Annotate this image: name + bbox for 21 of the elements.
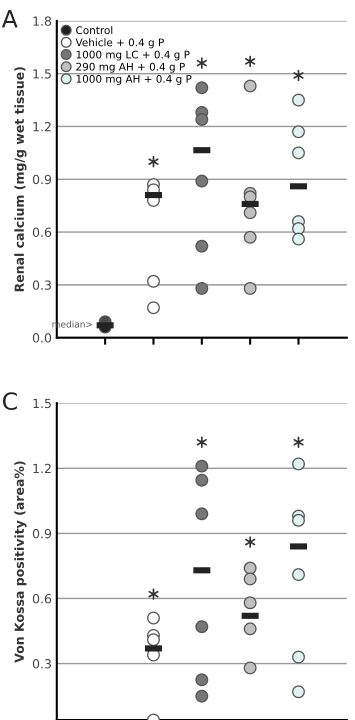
y-axis-title: Renal calcium (mg/g wet tissue) — [14, 67, 27, 292]
y-tick-label: 0.6 — [32, 594, 52, 604]
y-tick-label: 0.6 — [32, 228, 52, 238]
legend-label: 1000 mg LC + 0.4 g P — [76, 50, 190, 60]
y-tick-label: 0.0 — [32, 333, 52, 343]
y-tick-label: 0.9 — [32, 528, 52, 538]
y-tick-label: 1.5 — [33, 69, 51, 79]
legend-label: Control — [76, 26, 112, 34]
legend-label: Vehicle + 0.4 g P — [76, 38, 164, 48]
y-tick-label: 0.3 — [32, 280, 51, 290]
y-tick-label: 0.3 — [32, 659, 51, 669]
y-tick-label: 1.5 — [33, 398, 51, 408]
chart-title: C — [3, 392, 17, 410]
y-tick-label: 1.2 — [33, 122, 51, 132]
y-tick-label: 1.2 — [33, 464, 51, 474]
chart-title: A — [2, 10, 18, 28]
y-tick-label: 1.8 — [33, 16, 52, 26]
y-tick-label: 0.9 — [32, 174, 52, 184]
legend-label: 290 mg AH + 0.4 g P — [76, 62, 185, 73]
y-axis-title: Von Kossa positivity (area%) — [14, 461, 27, 663]
legend-label: 1000 mg AH + 0.4 g P — [76, 74, 192, 85]
